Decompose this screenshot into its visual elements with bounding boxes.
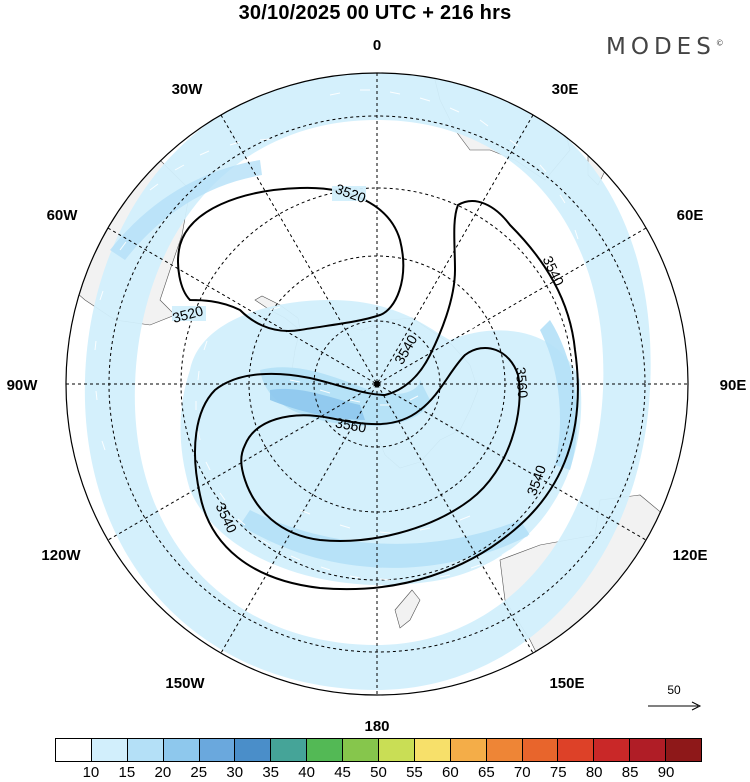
colorbar-tick-label: 50 bbox=[370, 764, 387, 781]
colorbar-swatch bbox=[558, 739, 595, 761]
colorbar-swatch bbox=[127, 739, 164, 761]
lon-label-30w: 30W bbox=[172, 81, 204, 98]
colorbar-tick-label: 70 bbox=[513, 764, 531, 781]
colorbar-swatch bbox=[307, 739, 344, 761]
core-band-5 bbox=[110, 160, 262, 260]
colorbar-swatch bbox=[271, 739, 308, 761]
colorbar-tick-label: 90 bbox=[657, 764, 675, 781]
colorbar-tick-label: 10 bbox=[82, 764, 100, 781]
colorbar-tick-label: 80 bbox=[585, 764, 603, 781]
contour-label-3560-right: 3560 bbox=[513, 366, 532, 399]
lon-label-150w: 150W bbox=[165, 675, 205, 692]
colorbar-tick-label: 65 bbox=[477, 764, 495, 781]
colorbar-tick-label: 75 bbox=[549, 764, 567, 781]
reference-vector: 50 bbox=[648, 683, 702, 711]
colorbar-swatch bbox=[414, 739, 451, 761]
lon-label-180: 180 bbox=[364, 718, 389, 735]
south-pole-marker bbox=[374, 381, 380, 387]
map-disc: 3520 3520 3540 3540 3540 3540 3560 3560 bbox=[66, 73, 688, 695]
lon-label-120w: 120W bbox=[41, 547, 81, 564]
colorbar-swatch bbox=[379, 739, 415, 761]
lon-label-30e: 30E bbox=[552, 81, 579, 98]
contour-label-3560-center: 3560 bbox=[334, 414, 368, 435]
map-title: 30/10/2025 00 UTC + 216 hrs bbox=[238, 2, 512, 24]
wind-vectors bbox=[94, 89, 593, 581]
colorbar-tick-label: 60 bbox=[442, 764, 459, 781]
lon-label-90w: 90W bbox=[7, 377, 39, 394]
lon-label-60w: 60W bbox=[47, 207, 79, 224]
polar-map: 3520 3520 3540 3540 3540 3540 3560 3560 … bbox=[7, 37, 747, 735]
height-contours bbox=[177, 186, 579, 591]
colorbar-tick-label: 45 bbox=[334, 764, 351, 781]
colorbar-swatch bbox=[594, 739, 631, 761]
contour-3540 bbox=[194, 200, 579, 591]
reference-vector-label: 50 bbox=[667, 683, 681, 697]
contour-3520 bbox=[177, 186, 405, 332]
colorbar-swatch bbox=[450, 739, 487, 761]
lon-label-60e: 60E bbox=[677, 207, 704, 224]
colorbar-tick-label: 25 bbox=[190, 764, 208, 781]
colorbar-swatch bbox=[486, 739, 523, 761]
colorbar-swatch bbox=[163, 739, 200, 761]
colorbar-swatch bbox=[343, 739, 380, 761]
contour-3560 bbox=[240, 346, 521, 542]
longitude-labels: 0 30E 60E 90E 120E 150E 180 150W 120W 90… bbox=[7, 37, 747, 735]
colorbar-swatch bbox=[56, 739, 92, 761]
colorbar-tick-label: 15 bbox=[118, 764, 136, 781]
lon-label-0: 0 bbox=[373, 37, 381, 54]
colorbar-tick-label: 20 bbox=[154, 764, 172, 781]
colorbar-tick-label: 30 bbox=[226, 764, 244, 781]
map-border bbox=[65, 72, 689, 696]
contour-label-3520-left: 3520 bbox=[171, 302, 205, 326]
new-zealand-land bbox=[394, 589, 421, 629]
colorbar-swatch bbox=[666, 739, 702, 761]
graticule bbox=[66, 73, 688, 695]
colorbar-ticks: 10 15 20 25 30 35 40 45 50 55 60 65 70 75 80 85 90 bbox=[0, 764, 750, 782]
colorbar-tick-label: 35 bbox=[262, 764, 279, 781]
lon-label-150e: 150E bbox=[549, 675, 584, 692]
core-band-4 bbox=[540, 320, 578, 470]
contour-labels: 3520 3520 3540 3540 3540 3540 3560 3560 bbox=[171, 180, 568, 535]
lon-label-90e: 90E bbox=[720, 377, 747, 394]
colorbar-tick-label: 40 bbox=[298, 764, 315, 781]
colorbar-swatch bbox=[91, 739, 128, 761]
colorbar-swatch bbox=[235, 739, 272, 761]
colorbar-swatch bbox=[522, 739, 559, 761]
brand-logo: MODES© bbox=[606, 34, 724, 60]
core-band-3 bbox=[240, 510, 530, 568]
colorbar-tick-label: 55 bbox=[406, 764, 423, 781]
core-band-1 bbox=[260, 367, 430, 426]
colorbar bbox=[55, 738, 702, 762]
colorbar-tick-label: 85 bbox=[621, 764, 639, 781]
colorbar-swatch bbox=[199, 739, 236, 761]
lon-label-120e: 120E bbox=[672, 547, 707, 564]
colorbar-swatch bbox=[630, 739, 667, 761]
